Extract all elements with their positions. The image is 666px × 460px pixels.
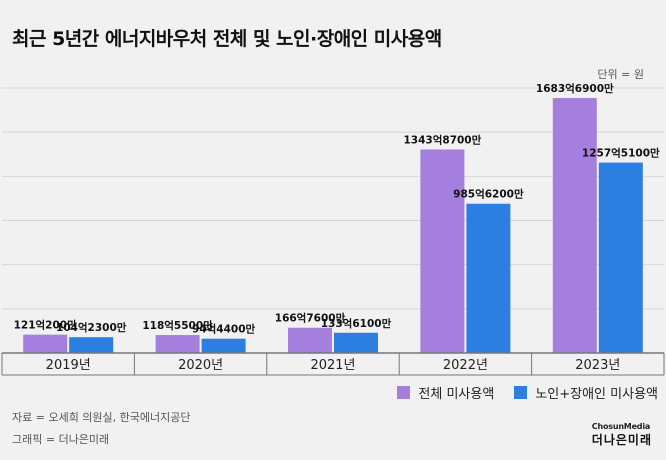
- bar-series2: [466, 203, 511, 353]
- publisher-logo: ChosunMedia 더나은미래: [592, 422, 652, 448]
- x-tick-label: 2023년: [575, 358, 620, 373]
- bar-series1: [552, 98, 597, 353]
- data-label: 118억5500만: [142, 319, 213, 332]
- legend-swatch-series2: [514, 386, 528, 399]
- bar-series2: [201, 338, 246, 353]
- x-tick-label: 2022년: [443, 358, 488, 373]
- data-label: 133억6100만: [321, 317, 392, 330]
- legend-swatch-series1: [397, 386, 411, 399]
- logo-top-text: ChosunMedia: [591, 422, 651, 431]
- legend-item-series1: 전체 미사용액: [397, 383, 494, 402]
- bar-series2: [334, 332, 378, 353]
- source-note: 자료 = 오세희 의원실, 한국에너지공단: [12, 411, 191, 424]
- bar-series1: [288, 327, 332, 353]
- legend-item-series2: 노인+장애인 미사용액: [514, 383, 658, 402]
- chart-title: 최근 5년간 에너지바우처 전체 및 노인·장애인 미사용액: [12, 28, 442, 50]
- legend-label-series1: 전체 미사용액: [418, 387, 495, 402]
- unit-label: 단위 = 원: [597, 68, 644, 81]
- data-label: 104억2300만: [56, 321, 127, 334]
- x-tick-label: 2021년: [310, 358, 355, 373]
- bar-series2: [598, 162, 643, 353]
- bar-series1: [23, 334, 68, 353]
- x-tick-label: 2020년: [178, 358, 223, 373]
- data-label: 94억4400만: [192, 323, 255, 336]
- bar-series2: [69, 337, 114, 353]
- graphic-credit: 그래픽 = 더나은미래: [12, 433, 110, 446]
- data-label: 985억6200만: [453, 188, 524, 201]
- logo-bottom-text: 더나은미래: [591, 433, 652, 447]
- legend-label-series2: 노인+장애인 미사용액: [535, 387, 658, 402]
- bar-chart: 121억200만 118억5500만 166억7600만 1343억8700만 1683…: [1, 82, 665, 376]
- x-tick-label: 2019년: [46, 358, 91, 373]
- data-label: 1343억8700만: [404, 133, 482, 146]
- legend: 전체 미사용액 노인+장애인 미사용액: [377, 383, 658, 402]
- data-label: 1257억5100만: [582, 147, 660, 160]
- data-label: 166억7600만: [275, 312, 346, 325]
- bar-series1: [155, 335, 200, 353]
- data-label: 1683억6900만: [536, 82, 614, 95]
- bar-series1: [420, 149, 465, 353]
- data-label: 121억200만: [14, 319, 77, 332]
